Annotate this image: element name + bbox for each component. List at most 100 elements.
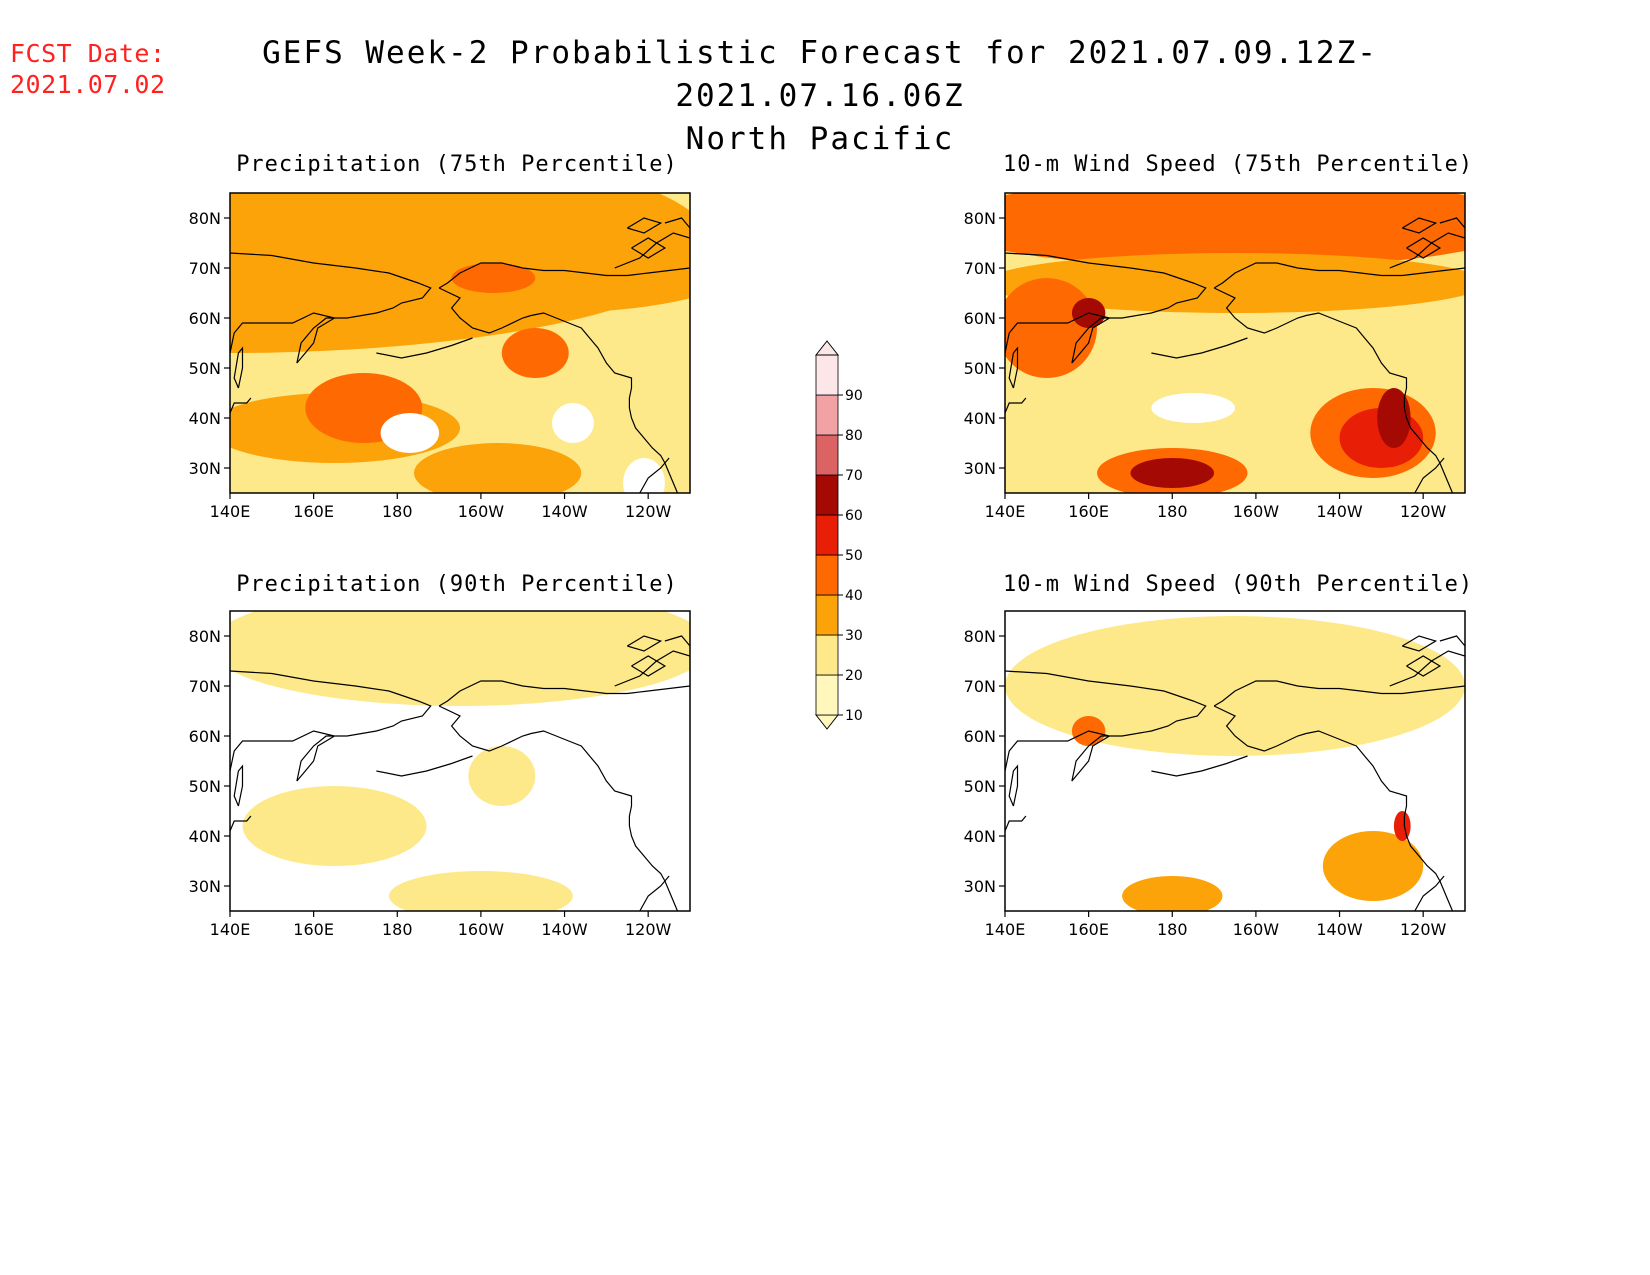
lon-tick-label: 140E [985,502,1026,521]
coastline [664,217,690,229]
coastline [1008,346,1019,389]
coastline [1213,287,1454,493]
coastline [626,635,663,652]
panel-title-wind-75: 10-m Wind Speed (75th Percentile) [1003,152,1474,177]
coastline [230,252,432,364]
lon-tick-label: 140E [210,502,251,521]
lon-tick-label: 140E [210,920,251,939]
colorbar-label: 10 [845,708,863,724]
coastline [438,705,679,911]
probability-shading [501,328,569,378]
panel-title-precip-90: Precipitation (90th Percentile) [236,572,678,597]
lon-tick-label: 160W [1233,502,1280,521]
title-line1: GEFS Week-2 Probabilistic Forecast for 2… [262,35,1378,114]
colorbar-low-triangle [814,714,840,730]
coastline [376,337,473,359]
map-panel-wind-75: 80N 70N 60N 50N 40N 30N 140E 160E 180 160W 140W 120… [964,192,1466,521]
lat-tick-label: 40N [964,827,996,846]
lon-tick-label: 160E [293,920,334,939]
probability-shading [1130,458,1215,488]
probability-shading [552,403,594,443]
lat-tick-label: 40N [189,409,221,428]
coastline [1414,457,1445,493]
lat-tick-label: 70N [189,677,221,696]
coastline [1151,755,1248,777]
forecast-date-label: FCST Date: 2021.07.02 [10,38,166,100]
colorbar-segment [815,394,839,436]
lat-tick-label: 70N [964,677,996,696]
coastline [1213,705,1454,911]
map-panel-precip-90: 80N 70N 60N 50N 40N 30N 140E 160E 180 160W 140W 120… [189,610,691,939]
coastline [1414,875,1445,911]
coastline [1401,217,1438,234]
colorbar-label: 90 [845,388,863,404]
lat-tick-label: 80N [964,627,996,646]
coastline [1439,635,1465,647]
probability-shading [388,871,573,911]
colorbar-segment [815,554,839,596]
probability-shading [1005,616,1465,756]
coastline [626,217,663,234]
map-frame [229,610,691,912]
lat-tick-label: 70N [189,259,221,278]
probability-shading [230,611,690,706]
coastline [1005,252,1207,364]
coastline [1406,237,1442,259]
colorbar-high-triangle [814,340,840,356]
coastline [230,397,252,414]
lat-tick-label: 60N [964,309,996,328]
probability-shading [414,443,582,493]
colorbar: 10 20 30 40 50 60 70 80 90 [814,340,863,730]
lon-tick-label: 180 [1157,920,1188,939]
lat-tick-label: 60N [189,727,221,746]
colorbar-label: 50 [845,548,863,564]
probability-shading [230,228,281,308]
lat-tick-label: 30N [964,459,996,478]
lat-tick-label: 80N [189,209,221,228]
lon-tick-label: 140W [541,920,588,939]
coastline [639,875,670,911]
coastline [1005,815,1027,832]
colorbar-segment [815,674,839,716]
lat-tick-label: 60N [189,309,221,328]
lon-tick-label: 160W [1233,920,1280,939]
lat-tick-label: 60N [964,727,996,746]
lon-tick-label: 140W [541,502,588,521]
lon-tick-label: 120W [1400,502,1447,521]
lon-tick-label: 120W [625,920,672,939]
lat-tick-label: 50N [189,359,221,378]
panel-title-precip-75: Precipitation (75th Percentile) [236,152,678,177]
colorbar-segment [815,434,839,476]
probability-shading [451,263,536,293]
coastline [230,815,252,832]
colorbar-segment [815,354,839,396]
coastline [1401,635,1438,652]
coastline [1005,397,1027,414]
lat-tick-label: 80N [964,209,996,228]
coastline [233,764,244,807]
lon-tick-label: 160W [458,920,505,939]
fcst-date: 2021.07.02 [10,70,166,99]
coastline [664,635,690,647]
colorbar-label: 70 [845,468,863,484]
probability-shading [242,786,427,866]
fcst-label: FCST Date: [10,39,166,68]
coastline [1439,217,1465,229]
probability-shading [1322,831,1424,901]
lat-tick-label: 50N [189,777,221,796]
colorbar-segment [815,594,839,636]
title-line2: North Pacific [685,121,955,157]
coastline [438,262,690,289]
lat-tick-label: 30N [189,459,221,478]
lon-tick-label: 160E [1068,920,1109,939]
probability-shading [1393,811,1411,841]
coastline [1406,655,1442,677]
probability-shading [468,746,536,806]
coastline [438,680,690,707]
lat-tick-label: 40N [189,827,221,846]
lat-tick-label: 30N [964,877,996,896]
coastline [631,655,667,677]
colorbar-label: 30 [845,628,863,644]
coastline [1151,337,1248,359]
lat-tick-label: 80N [189,627,221,646]
